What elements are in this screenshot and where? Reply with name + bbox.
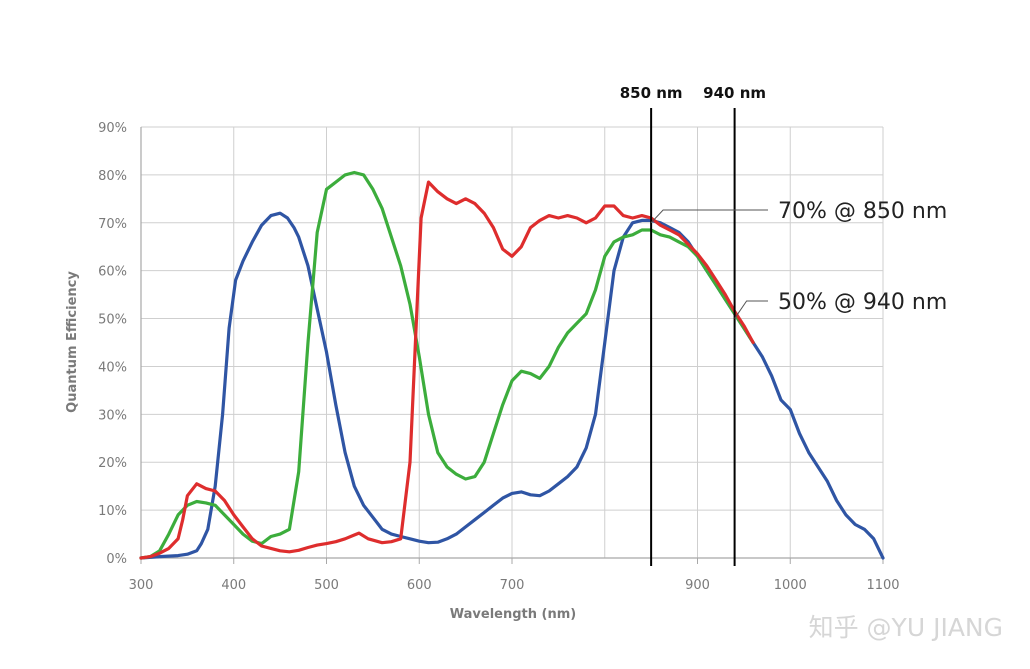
marker-label: 940 nm — [703, 84, 766, 102]
x-tick-label: 500 — [314, 578, 339, 593]
callout-text: 70% @ 850 nm — [778, 199, 947, 224]
x-tick-label: 400 — [221, 578, 246, 593]
y-tick-label: 20% — [98, 456, 127, 471]
callout-line — [650, 209, 768, 224]
y-tick-label: 40% — [98, 360, 127, 375]
x-tick-label: 600 — [407, 578, 432, 593]
y-tick-label: 80% — [98, 169, 127, 184]
x-tick-label: 300 — [129, 578, 154, 593]
y-tick-label: 60% — [98, 265, 127, 280]
callout-line — [734, 300, 768, 319]
y-tick-label: 90% — [98, 121, 127, 136]
x-tick-label: 1000 — [774, 578, 807, 593]
marker-label: 850 nm — [620, 84, 683, 102]
y-tick-label: 70% — [98, 217, 127, 232]
callout-text: 50% @ 940 nm — [778, 290, 947, 315]
blue-series-line — [139, 211, 885, 560]
red-series-line — [139, 180, 755, 560]
wavelength-markers: 850 nm 940 nm — [620, 84, 766, 566]
y-axis-title: Quantum Efficiency — [65, 271, 80, 413]
x-tick-label: 1100 — [866, 578, 899, 593]
y-tick-label: 0% — [106, 552, 127, 567]
y-tick-label: 30% — [98, 408, 127, 423]
green-series-line — [139, 170, 755, 560]
y-tick-label: 50% — [98, 313, 127, 328]
y-tick-label: 10% — [98, 504, 127, 519]
axes: 0% 10% 20% 30% 40% 50% 60% 70% 80% 90% 300 400 500 60… — [98, 121, 899, 593]
x-tick-label: 900 — [685, 578, 710, 593]
watermark-text: 知乎 @YU JIANG — [809, 613, 1003, 642]
x-tick-label: 700 — [500, 578, 525, 593]
callouts: 70% @ 850 nm 50% @ 940 nm — [650, 199, 947, 319]
x-axis-title: Wavelength (nm) — [450, 607, 576, 622]
